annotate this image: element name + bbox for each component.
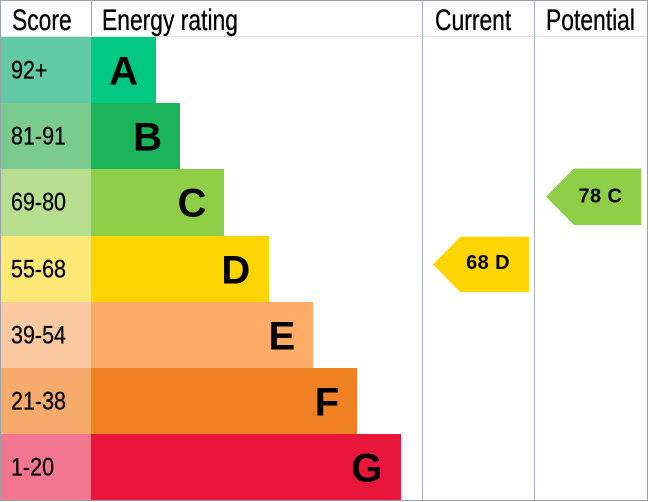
svg-text:68 D: 68 D — [466, 252, 510, 274]
svg-text:78 C: 78 C — [578, 185, 622, 207]
